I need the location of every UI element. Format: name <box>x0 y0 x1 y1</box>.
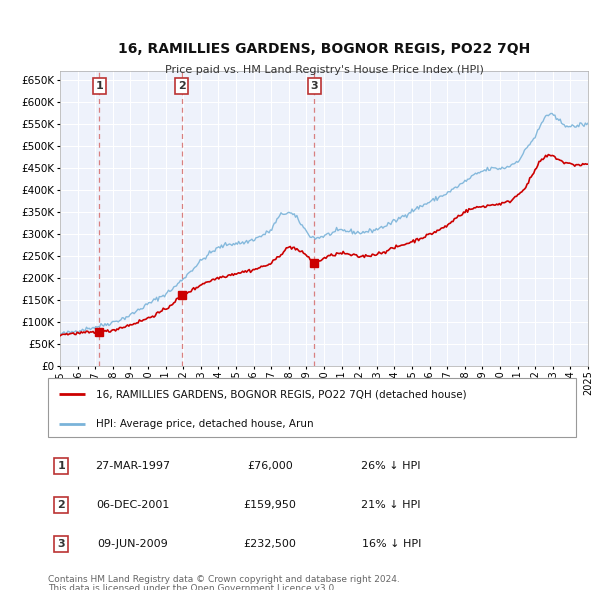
Text: 06-DEC-2001: 06-DEC-2001 <box>96 500 169 510</box>
Text: 16, RAMILLIES GARDENS, BOGNOR REGIS, PO22 7QH: 16, RAMILLIES GARDENS, BOGNOR REGIS, PO2… <box>118 42 530 56</box>
Text: 3: 3 <box>58 539 65 549</box>
Text: 1: 1 <box>58 461 65 471</box>
Text: 09-JUN-2009: 09-JUN-2009 <box>97 539 168 549</box>
Text: Price paid vs. HM Land Registry's House Price Index (HPI): Price paid vs. HM Land Registry's House … <box>164 65 484 75</box>
Text: 21% ↓ HPI: 21% ↓ HPI <box>361 500 421 510</box>
Text: 3: 3 <box>310 81 318 91</box>
Text: Contains HM Land Registry data © Crown copyright and database right 2024.: Contains HM Land Registry data © Crown c… <box>48 575 400 584</box>
Text: £232,500: £232,500 <box>244 539 296 549</box>
Text: 26% ↓ HPI: 26% ↓ HPI <box>361 461 421 471</box>
Text: 16% ↓ HPI: 16% ↓ HPI <box>362 539 421 549</box>
Text: £76,000: £76,000 <box>247 461 293 471</box>
Text: 2: 2 <box>58 500 65 510</box>
Text: 2: 2 <box>178 81 185 91</box>
Text: £159,950: £159,950 <box>244 500 296 510</box>
Text: HPI: Average price, detached house, Arun: HPI: Average price, detached house, Arun <box>95 419 313 428</box>
FancyBboxPatch shape <box>48 378 576 437</box>
Text: This data is licensed under the Open Government Licence v3.0.: This data is licensed under the Open Gov… <box>48 584 337 590</box>
Text: 27-MAR-1997: 27-MAR-1997 <box>95 461 170 471</box>
Text: 16, RAMILLIES GARDENS, BOGNOR REGIS, PO22 7QH (detached house): 16, RAMILLIES GARDENS, BOGNOR REGIS, PO2… <box>95 389 466 399</box>
Text: 1: 1 <box>95 81 103 91</box>
